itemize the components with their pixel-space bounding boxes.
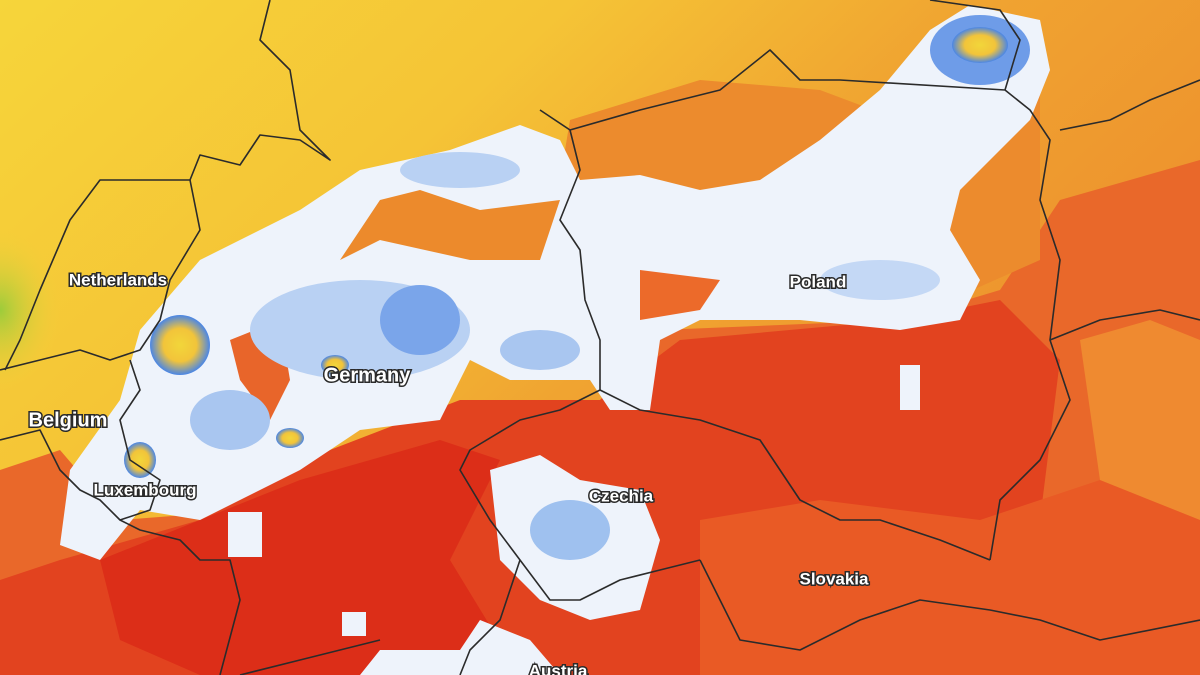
country-label: Czechia bbox=[589, 486, 654, 505]
country-label: Germany bbox=[324, 364, 412, 386]
country-label: Poland bbox=[790, 272, 847, 291]
country-label: Luxembourg bbox=[94, 480, 197, 499]
country-label: Slovakia bbox=[800, 569, 870, 588]
country-label: Netherlands bbox=[69, 270, 167, 289]
country-labels: Netherlands Belgium Luxembourg Germany C… bbox=[27, 269, 870, 675]
country-label: Belgium bbox=[29, 409, 108, 431]
country-label: Austria bbox=[529, 661, 588, 675]
snow-layer bbox=[60, 5, 1050, 675]
